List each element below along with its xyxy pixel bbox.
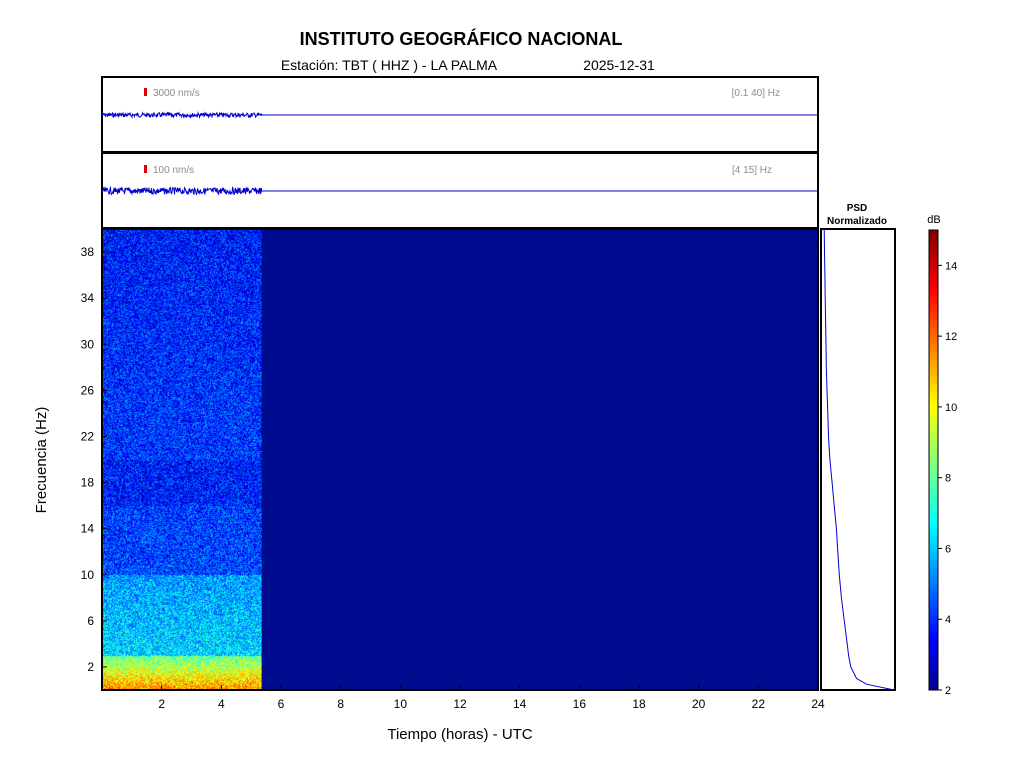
x-tick-label-16: 16 [573, 697, 587, 711]
colorbar: dB 2 4 6 8 10 12 14 [927, 214, 957, 697]
x-tick-label-8: 8 [337, 697, 344, 711]
y-tick-label-30: 30 [81, 337, 95, 351]
y-tick-label-18: 18 [81, 476, 95, 490]
x-axis-label: Tiempo (horas) - UTC [387, 726, 532, 743]
seismogram-filtered-panel: 100 nm/s [4 15] Hz [101, 152, 819, 229]
y-tick-label-34: 34 [81, 291, 95, 305]
psd-panel: PSD Normalizado [820, 203, 896, 691]
y-tick-label-14: 14 [81, 522, 95, 536]
y-tick-label-2: 2 [87, 660, 94, 674]
x-tick-label-14: 14 [513, 697, 527, 711]
y-tick-label-6: 6 [87, 614, 94, 628]
x-tick-label-2: 2 [158, 697, 165, 711]
station-label: Estación: TBT ( HHZ ) - LA PALMA [281, 57, 498, 73]
colorbar-tick-label-8: 8 [945, 473, 951, 485]
y-tick-label-26: 26 [81, 383, 95, 397]
colorbar-tick-label-12: 12 [945, 331, 957, 343]
x-tick-label-4: 4 [218, 697, 225, 711]
broadband-amplitude-label: 3000 nm/s [153, 88, 200, 99]
colorbar-label: dB [927, 214, 940, 226]
y-tick-label-22: 22 [81, 429, 95, 443]
x-tick-label-10: 10 [394, 697, 408, 711]
colorbar-ticks: 2 4 6 8 10 12 14 [938, 260, 957, 697]
amplitude-scale-bar-icon [144, 165, 147, 173]
y-tick-label-38: 38 [81, 245, 95, 259]
x-ticks: 2 4 6 8 10 12 14 16 18 20 22 24 [158, 685, 825, 711]
colorbar-gradient [928, 229, 939, 691]
broadband-trace [101, 111, 818, 120]
colorbar-tick-label-10: 10 [945, 402, 957, 414]
x-tick-label-12: 12 [453, 697, 467, 711]
y-tick-label-10: 10 [81, 568, 95, 582]
x-tick-label-24: 24 [811, 697, 825, 711]
x-tick-label-20: 20 [692, 697, 706, 711]
colorbar-tick-label-2: 2 [945, 685, 951, 697]
x-tick-label-6: 6 [278, 697, 285, 711]
seismogram-broadband-panel: 3000 nm/s [0.1 40] Hz [101, 76, 819, 153]
filtered-trace [101, 185, 818, 196]
broadband-band-label: [0.1 40] Hz [732, 88, 780, 99]
filtered-band-label: [4 15] Hz [732, 165, 772, 176]
psd-title-line-2: Normalizado [827, 216, 887, 227]
psd-frame [820, 228, 896, 691]
spectrogram-frame [101, 228, 819, 691]
colorbar-tick-label-4: 4 [945, 614, 951, 626]
psd-title-line-1: PSD [847, 203, 868, 214]
amplitude-scale-bar-icon [144, 88, 147, 96]
filtered-amplitude-label: 100 nm/s [153, 165, 194, 176]
colorbar-tick-label-6: 6 [945, 543, 951, 555]
y-axis-label: Frecuencia (Hz) [33, 407, 50, 514]
spectrogram-panel: 2 4 6 8 10 12 14 16 18 20 22 24 261014182226303438 … [33, 228, 825, 743]
x-tick-label-22: 22 [752, 697, 766, 711]
report-title: INSTITUTO GEOGRÁFICO NACIONAL [300, 28, 623, 49]
colorbar-tick-label-14: 14 [945, 260, 957, 272]
psd-curve [823, 228, 895, 691]
x-tick-label-18: 18 [632, 697, 646, 711]
report-date: 2025-12-31 [583, 57, 655, 73]
spectrogram-image [102, 229, 262, 690]
